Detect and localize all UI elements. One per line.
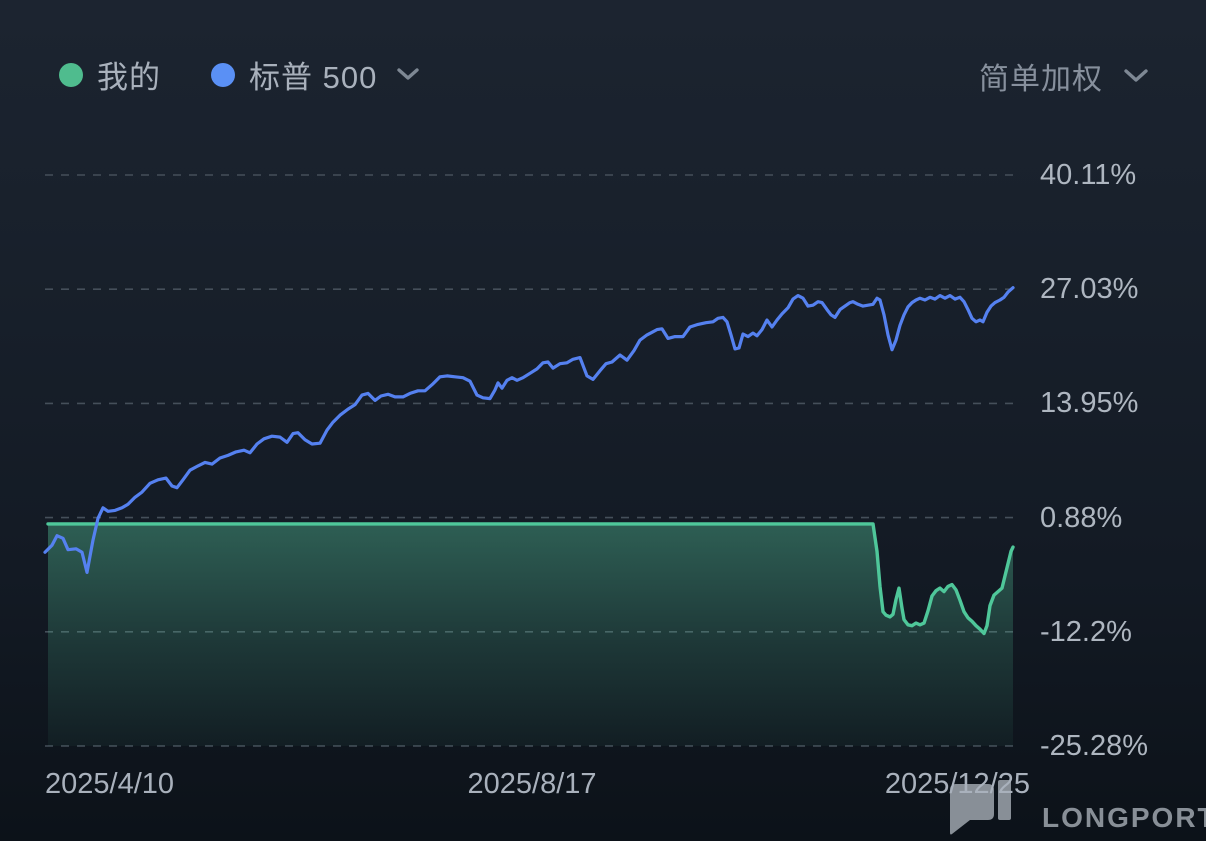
x-axis-label-start: 2025/4/10: [45, 768, 175, 800]
weighting-selector[interactable]: 简单加权: [979, 54, 1148, 98]
longport-logo-text: LONGPORT: [1042, 802, 1206, 833]
y-axis-label: -25.28%: [1040, 730, 1149, 762]
mine-series-line: [46, 522, 1015, 636]
legend: 我的 标普 500: [59, 52, 420, 97]
legend-label-benchmark: 标普 500: [249, 60, 378, 95]
chevron-down-icon: [1124, 69, 1148, 83]
series-lines: [43, 286, 1015, 746]
y-axis-label: 40.11%: [1040, 159, 1137, 191]
x-axis-label-end: 2025/12/25: [884, 768, 1030, 800]
mine-series-area: [48, 523, 1013, 746]
y-axis-label: -12.2%: [1040, 615, 1132, 648]
longport-logo-icon: [946, 780, 1012, 841]
x-axis-label-middle: 2025/8/17: [467, 768, 597, 800]
benchmark-series-line: [43, 286, 1015, 575]
benchmark-series-dot-icon: [211, 62, 235, 87]
legend-item-mine[interactable]: 我的: [59, 52, 161, 97]
y-axis-label: 13.95%: [1040, 387, 1139, 420]
y-axis-label: 27.03%: [1040, 273, 1139, 306]
weighting-selector-label: 简单加权: [979, 63, 1103, 96]
y-axis-label: 0.88%: [1040, 501, 1123, 534]
legend-item-benchmark[interactable]: 标普 500: [211, 52, 420, 97]
legend-label-mine: 我的: [97, 60, 161, 95]
chevron-down-icon: [397, 68, 420, 81]
mine-series-dot-icon: [59, 62, 83, 87]
brand-watermark: LONGPORT: [946, 780, 1206, 841]
